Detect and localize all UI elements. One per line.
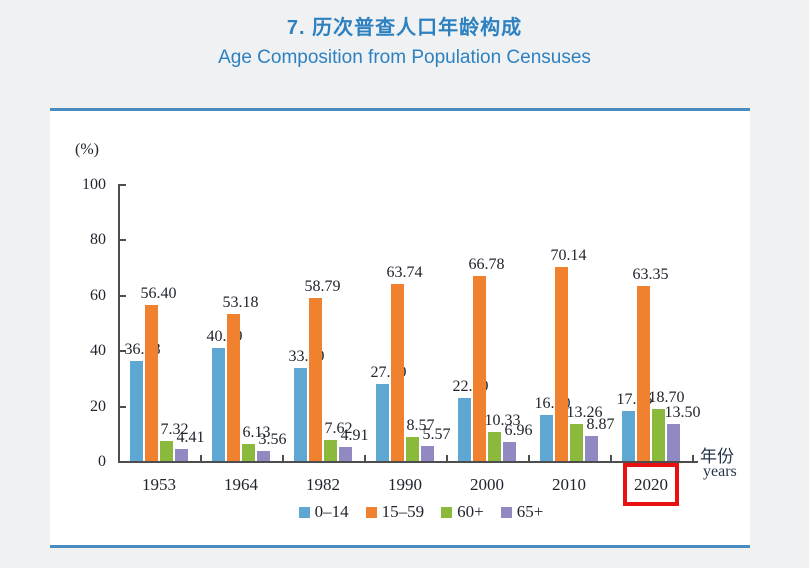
bar-value-15-59-1964: 53.18 bbox=[222, 294, 259, 311]
bar-60+-2020 bbox=[652, 409, 665, 461]
bar-value-15-59-1953: 56.40 bbox=[140, 285, 177, 302]
x-axis-tick-3 bbox=[364, 455, 366, 461]
x-axis-line bbox=[118, 461, 698, 463]
bar-65+-1990 bbox=[421, 446, 434, 461]
legend-label-15-59: 15–59 bbox=[381, 502, 425, 521]
x-axis-label-en: years bbox=[703, 463, 737, 480]
bar-value-60+-1953: 7.32 bbox=[160, 421, 189, 438]
legend-swatch-60+ bbox=[441, 506, 453, 518]
bar-15-59-1990 bbox=[391, 284, 404, 461]
bar-value-60+-2000: 10.33 bbox=[484, 412, 521, 429]
x-axis-tick-2 bbox=[282, 455, 284, 461]
x-axis-tick-6 bbox=[610, 455, 612, 461]
bar-15-59-1964 bbox=[227, 314, 240, 461]
legend-swatch-15-59 bbox=[365, 506, 377, 518]
legend-swatch-0-14 bbox=[298, 506, 310, 518]
bar-65+-2010 bbox=[585, 436, 598, 461]
bar-60+-1964 bbox=[242, 444, 255, 461]
x-tick-label-1990: 1990 bbox=[388, 475, 422, 494]
bar-0-14-1982 bbox=[294, 368, 307, 461]
chart-plot-area: (%) 0 20 40 60 80 100 1953 36.28 56.40 7.32 4.41 19… bbox=[50, 111, 750, 545]
bar-value-65+-2000: 6.96 bbox=[504, 422, 533, 439]
legend-label-65+: 65+ bbox=[516, 502, 544, 521]
bar-0-14-2020 bbox=[622, 411, 635, 461]
y-axis-tick-20 bbox=[120, 405, 126, 408]
y-axis-tick-80 bbox=[120, 239, 126, 242]
y-axis-tick-label-80: 80 bbox=[90, 231, 106, 249]
chart-title-en: Age Composition from Population Censuses bbox=[218, 47, 591, 68]
bar-value-15-59-2020: 63.35 bbox=[632, 266, 669, 283]
legend-swatch-65+ bbox=[500, 506, 512, 518]
bar-15-59-2010 bbox=[555, 267, 568, 461]
bar-65+-1964 bbox=[257, 451, 270, 461]
y-axis-tick-label-60: 60 bbox=[90, 286, 106, 304]
y-axis-tick-100 bbox=[120, 184, 126, 186]
bar-value-65+-2010: 8.87 bbox=[586, 416, 615, 433]
bar-0-14-1990 bbox=[376, 384, 389, 461]
bar-65+-2000 bbox=[503, 442, 516, 461]
x-axis-tick-7 bbox=[692, 455, 694, 461]
bar-value-65+-2020: 13.50 bbox=[664, 404, 701, 421]
bar-value-65+-1964: 3.56 bbox=[258, 431, 287, 448]
x-tick-label-1953: 1953 bbox=[142, 475, 176, 494]
chart-title-zh: 7. 历次普查人口年龄构成 bbox=[286, 17, 523, 39]
bar-value-65+-1990: 5.57 bbox=[422, 426, 451, 443]
y-axis-tick-label-20: 20 bbox=[90, 397, 106, 415]
y-axis-tick-label-40: 40 bbox=[90, 342, 106, 360]
bar-60+-2000 bbox=[488, 432, 501, 461]
bar-value-15-59-2010: 70.14 bbox=[550, 247, 587, 264]
x-tick-label-1982: 1982 bbox=[306, 475, 340, 494]
y-axis-tick-label-100: 100 bbox=[82, 176, 106, 193]
x-tick-label-1964: 1964 bbox=[224, 475, 258, 494]
bar-15-59-1982 bbox=[309, 298, 322, 461]
bar-65+-1982 bbox=[339, 447, 352, 461]
bar-value-60+-1964: 6.13 bbox=[242, 424, 271, 441]
legend-item-15-59: 15–59 bbox=[365, 502, 425, 522]
legend-item-0-14: 0–14 bbox=[298, 502, 349, 522]
y-axis-unit-label: (%) bbox=[75, 141, 99, 158]
chart-card: (%) 0 20 40 60 80 100 1953 36.28 56.40 7.32 4.41 19… bbox=[50, 108, 750, 548]
bar-15-59-2000 bbox=[473, 276, 486, 461]
y-axis-line bbox=[118, 184, 120, 463]
x-axis-label-zh: 年份 bbox=[700, 447, 734, 466]
bar-60+-1953 bbox=[160, 441, 173, 461]
y-axis-tick-60 bbox=[120, 294, 126, 297]
bar-value-65+-1953: 4.41 bbox=[176, 429, 205, 446]
bar-value-60+-1990: 8.57 bbox=[406, 417, 435, 434]
x-axis-tick-4 bbox=[446, 455, 448, 461]
bar-15-59-2020 bbox=[637, 286, 650, 461]
bar-value-60+-2010: 13.26 bbox=[566, 404, 603, 421]
bar-value-60+-2020: 18.70 bbox=[648, 389, 685, 406]
bar-15-59-1953 bbox=[145, 305, 158, 461]
legend-item-60+: 60+ bbox=[441, 502, 484, 522]
bar-value-60+-1982: 7.62 bbox=[324, 420, 353, 437]
y-axis-tick-label-0: 0 bbox=[98, 453, 106, 470]
x-axis-tick-0 bbox=[118, 455, 120, 461]
bar-value-65+-1982: 4.91 bbox=[340, 427, 369, 444]
x-axis-tick-1 bbox=[200, 455, 202, 461]
bar-0-14-1953 bbox=[130, 361, 143, 461]
y-axis-tick-40 bbox=[120, 350, 126, 353]
x-tick-label-2000: 2000 bbox=[470, 475, 504, 494]
bar-value-15-59-1982: 58.79 bbox=[304, 278, 341, 295]
highlight-box-2020 bbox=[623, 463, 679, 506]
x-tick-label-2020: 2020 bbox=[634, 475, 668, 494]
bar-0-14-2010 bbox=[540, 415, 553, 461]
legend: 0–14 15–59 60+ 65+ bbox=[50, 502, 750, 522]
legend-label-0-14: 0–14 bbox=[314, 502, 349, 521]
bar-60+-2010 bbox=[570, 424, 583, 461]
x-tick-label-2010: 2010 bbox=[552, 475, 586, 494]
legend-item-65+: 65+ bbox=[500, 502, 544, 522]
bar-65+-1953 bbox=[175, 449, 188, 461]
bar-value-15-59-2000: 66.78 bbox=[468, 256, 505, 273]
bar-65+-2020 bbox=[667, 424, 680, 461]
legend-label-60+: 60+ bbox=[457, 502, 484, 521]
x-axis-tick-5 bbox=[528, 455, 530, 461]
bar-value-15-59-1990: 63.74 bbox=[386, 264, 423, 281]
bar-0-14-2000 bbox=[458, 398, 471, 461]
bar-60+-1982 bbox=[324, 440, 337, 461]
bar-60+-1990 bbox=[406, 437, 419, 461]
bar-0-14-1964 bbox=[212, 348, 225, 461]
